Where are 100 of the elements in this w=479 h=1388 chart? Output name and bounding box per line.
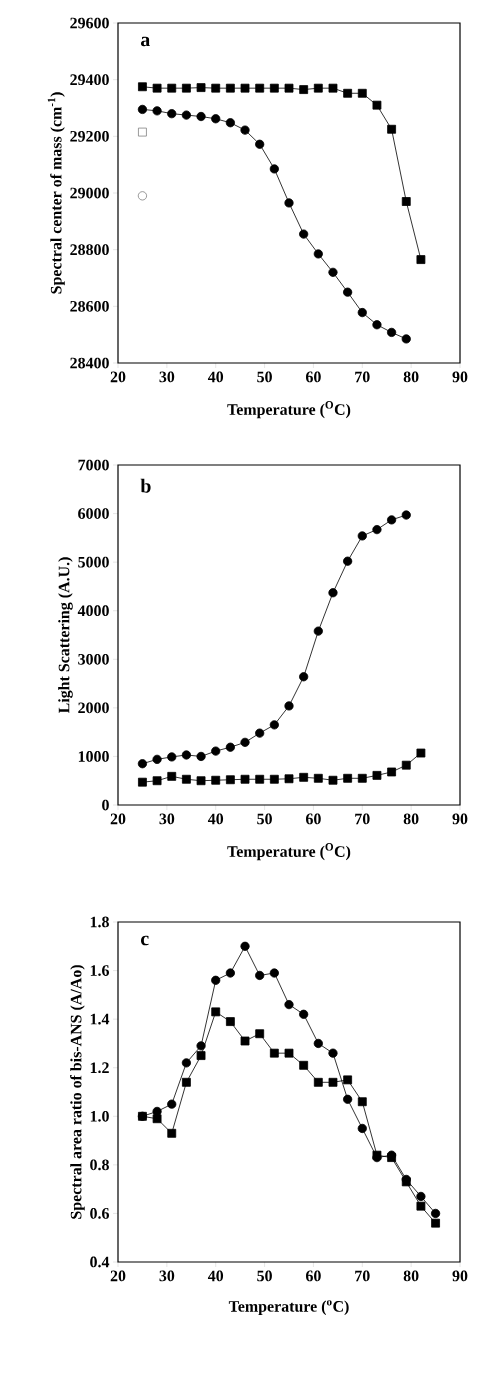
point — [196, 751, 206, 762]
point — [357, 1097, 367, 1107]
point — [313, 1077, 323, 1087]
point — [167, 1128, 177, 1138]
point — [416, 1191, 426, 1202]
point — [299, 672, 309, 682]
y-tick-label: 1.0 — [90, 1110, 109, 1122]
y-tick-label: 28400 — [70, 357, 109, 369]
point — [152, 754, 162, 764]
y-tick-label: 1.8 — [90, 916, 109, 928]
point — [313, 773, 323, 783]
point — [269, 720, 279, 730]
point — [328, 775, 338, 785]
point — [181, 750, 191, 760]
x-tick-label: 90 — [452, 371, 468, 383]
point — [343, 88, 353, 98]
point — [240, 737, 250, 747]
point — [284, 999, 294, 1010]
x-tick-label: 30 — [159, 813, 175, 825]
y-tick-label: 4000 — [77, 605, 109, 617]
point — [313, 249, 323, 259]
point — [255, 970, 265, 981]
y-axis-title: Light Scattering (A.U.) — [58, 557, 73, 714]
point — [255, 83, 265, 93]
point — [181, 1058, 191, 1068]
point — [430, 1208, 441, 1219]
x-tick-label: 60 — [306, 813, 321, 825]
point — [416, 255, 426, 264]
point — [357, 1123, 367, 1134]
y-tick-label: 0.8 — [90, 1159, 109, 1171]
point — [372, 320, 382, 330]
point — [181, 110, 191, 120]
x-tick-label: 90 — [452, 1270, 468, 1282]
x-tick-label: 40 — [207, 813, 224, 825]
point — [299, 1060, 309, 1070]
point — [284, 774, 294, 784]
y-tick-label: 1000 — [78, 751, 109, 762]
point — [284, 198, 294, 208]
point — [299, 229, 309, 239]
point — [401, 334, 411, 344]
y-tick-label: 2000 — [78, 702, 109, 714]
point — [284, 83, 294, 93]
point — [299, 772, 309, 782]
x-tick-label: 90 — [452, 813, 468, 825]
annotation: b — [140, 478, 151, 493]
point — [255, 728, 265, 738]
point — [211, 83, 221, 93]
point — [167, 83, 177, 93]
x-tick-label: 40 — [207, 371, 224, 383]
point — [357, 773, 367, 783]
point — [372, 100, 382, 110]
point — [240, 83, 250, 93]
point — [138, 777, 147, 787]
point — [401, 510, 411, 520]
y-tick-label: 1.4 — [90, 1013, 110, 1025]
x-tick-label: 60 — [306, 1270, 321, 1282]
point — [182, 774, 191, 784]
point — [328, 267, 338, 277]
point — [152, 776, 162, 786]
point — [196, 83, 206, 92]
point — [372, 770, 382, 780]
point — [328, 83, 338, 93]
point — [269, 164, 279, 174]
point — [240, 774, 250, 784]
point — [357, 88, 367, 98]
x-tick-label: 70 — [355, 813, 370, 825]
x-tick-label: 30 — [159, 1270, 175, 1282]
point — [328, 1048, 338, 1058]
point — [225, 83, 235, 93]
y-tick-label: 7000 — [78, 459, 109, 471]
y-axis-title: Spectral center of mass (cm$^{-1}$) — [47, 92, 65, 294]
point — [416, 748, 426, 758]
x-tick-label: 70 — [355, 371, 370, 383]
point — [343, 1094, 353, 1104]
point — [138, 82, 147, 92]
y-tick-label: 1.6 — [90, 965, 110, 976]
x-tick-label: 80 — [403, 371, 419, 383]
point — [211, 775, 221, 785]
y-axis-title: Spectral area ratio of bis-ANS (A/Ao) — [70, 965, 85, 1219]
point — [196, 776, 206, 786]
x-tick-label: 30 — [159, 371, 175, 383]
point — [313, 1038, 323, 1049]
point — [137, 104, 148, 115]
point — [387, 327, 397, 338]
point — [357, 307, 367, 318]
y-tick-label: 29000 — [70, 187, 109, 199]
point — [269, 1048, 279, 1058]
point — [182, 1077, 191, 1087]
y-tick-label: 6000 — [78, 508, 109, 519]
point — [343, 556, 353, 566]
x-tick-label: 80 — [403, 813, 419, 825]
point — [372, 525, 382, 535]
point — [313, 83, 323, 93]
point — [387, 767, 397, 777]
point — [225, 775, 235, 785]
annotation: c — [141, 935, 149, 946]
point — [211, 975, 221, 985]
point — [211, 746, 221, 756]
point — [196, 1041, 206, 1051]
y-tick-label: 3000 — [78, 653, 109, 665]
